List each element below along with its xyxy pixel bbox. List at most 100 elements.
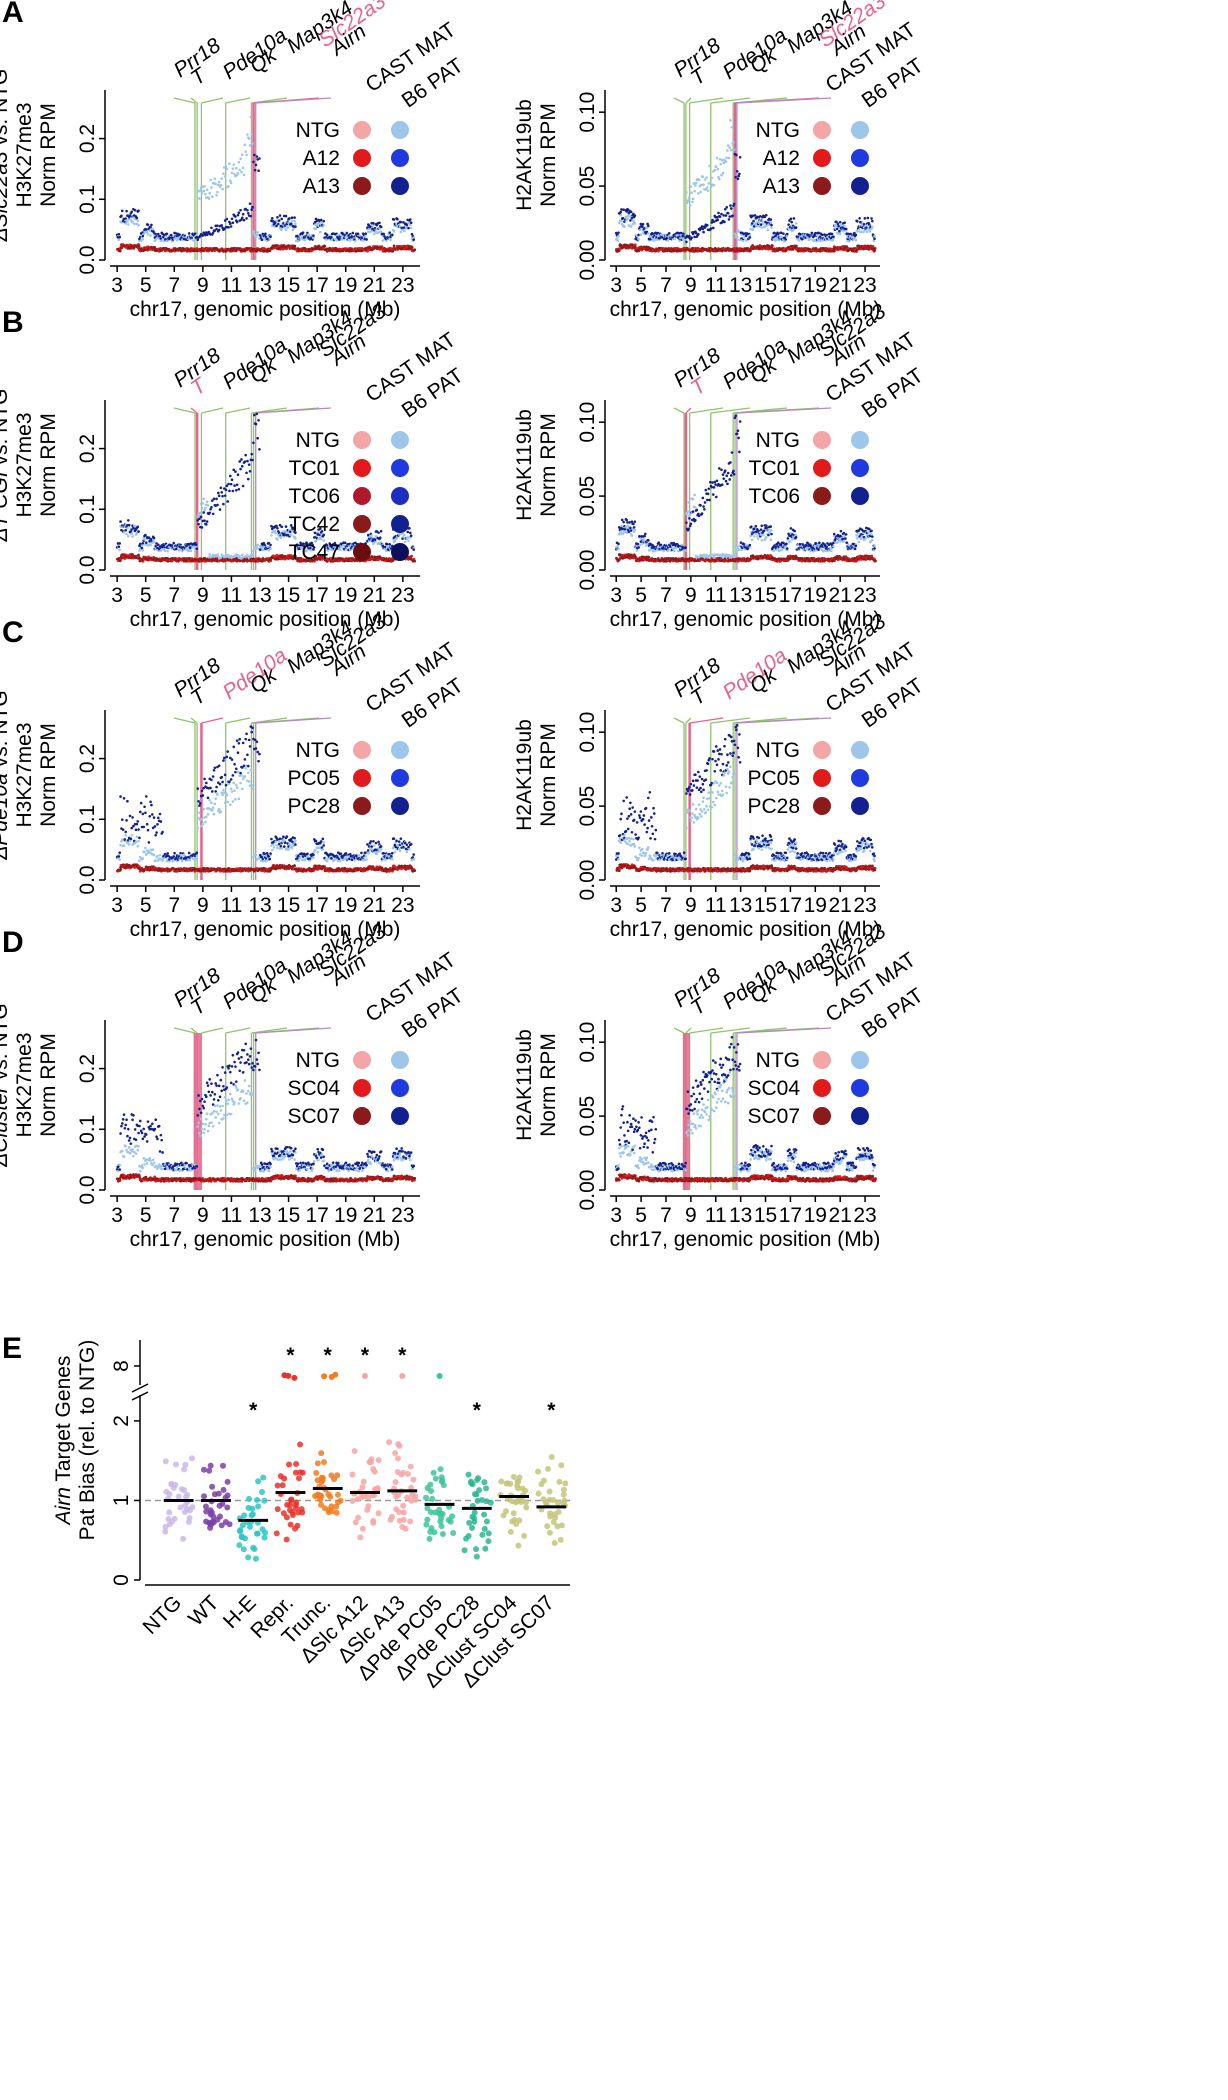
x-tick-label: 3 — [111, 584, 123, 607]
pat-point — [218, 508, 222, 511]
pat-point — [345, 231, 349, 235]
pat-point — [290, 216, 294, 220]
pat-point — [616, 544, 620, 548]
pat-point — [729, 118, 732, 122]
pat-point — [766, 228, 770, 232]
pat-point — [292, 227, 296, 230]
pat-point — [769, 221, 773, 224]
legend-sample: TC42 — [289, 513, 340, 536]
pat-point — [203, 519, 206, 522]
pat-point — [294, 537, 297, 540]
gene-connector — [173, 97, 196, 104]
pat-point — [619, 210, 623, 214]
pat-point — [407, 226, 410, 230]
pat-point — [249, 214, 253, 218]
pat-point — [691, 197, 695, 201]
pat-point — [689, 185, 693, 188]
x-tick-label: 5 — [635, 584, 647, 607]
pat-point — [702, 230, 705, 234]
legend-mat-dot — [353, 149, 371, 167]
pat-point — [195, 547, 199, 551]
mat-point — [323, 244, 326, 248]
pat-point — [727, 156, 731, 160]
pat-point — [312, 234, 315, 237]
pat-point — [117, 238, 121, 242]
pat-point — [870, 219, 874, 223]
pat-point — [717, 467, 721, 470]
pat-point — [838, 229, 841, 233]
pat-point — [150, 223, 153, 227]
pat-point — [225, 167, 229, 171]
legend-pat-dot — [851, 177, 869, 195]
pat-point — [637, 546, 640, 549]
pat-point — [241, 484, 245, 488]
pat-point — [217, 494, 221, 498]
pat-point — [119, 520, 122, 523]
pat-point — [236, 171, 240, 175]
pat-point — [228, 179, 232, 183]
pat-point — [817, 231, 820, 235]
pat-point — [847, 232, 850, 236]
pat-point — [125, 209, 128, 213]
pat-point — [729, 207, 733, 210]
pat-point — [370, 534, 374, 537]
x-tick-label: 5 — [140, 274, 152, 297]
pat-point — [710, 221, 714, 224]
pat-point — [351, 231, 355, 235]
pat-point — [241, 166, 245, 170]
pat-point — [280, 217, 284, 221]
x-tick-label: 15 — [277, 584, 300, 607]
pat-point — [644, 544, 648, 547]
pat-point — [688, 234, 691, 238]
legend-pat-dot — [391, 149, 409, 167]
pat-point — [271, 220, 275, 223]
pat-point — [837, 224, 840, 228]
pat-point — [118, 548, 122, 552]
pat-point — [615, 237, 619, 240]
pat-point — [617, 234, 620, 238]
pat-point — [707, 487, 711, 491]
mat-point — [120, 246, 124, 250]
y-tick-label: 0.0 — [76, 245, 99, 274]
pat-point — [734, 175, 737, 179]
pat-point — [629, 225, 633, 228]
pat-point — [854, 238, 858, 242]
pat-point — [269, 543, 272, 547]
pat-point — [392, 218, 396, 221]
pat-point — [141, 238, 145, 241]
x-tick-label: 3 — [610, 274, 622, 297]
legend-pat-dot — [391, 177, 409, 195]
pat-point — [236, 213, 240, 217]
pat-point — [710, 176, 714, 180]
pat-point — [402, 533, 406, 537]
pat-point — [165, 232, 169, 236]
mat-point — [617, 249, 621, 253]
pat-point — [230, 217, 234, 221]
pat-point — [205, 188, 209, 192]
pat-point — [407, 539, 410, 543]
gene-connector — [255, 97, 332, 104]
pat-point — [228, 474, 232, 478]
pat-point — [276, 538, 279, 541]
pat-point — [690, 236, 693, 239]
legend-sample: TC47 — [289, 541, 340, 564]
pat-point — [408, 526, 411, 530]
pat-point — [172, 541, 176, 545]
pat-point — [166, 549, 170, 553]
pat-point — [245, 153, 248, 157]
gene-connector — [190, 97, 198, 104]
pat-point — [865, 230, 869, 234]
pat-point — [701, 175, 705, 179]
pat-point — [228, 162, 231, 166]
pat-point — [216, 503, 219, 507]
pat-point — [732, 140, 735, 144]
pat-point — [759, 214, 762, 218]
pat-point — [727, 218, 731, 221]
pat-point — [779, 231, 783, 235]
pat-point — [204, 506, 207, 510]
gene-connector — [685, 407, 692, 414]
pat-point — [213, 229, 217, 232]
pat-point — [247, 463, 251, 466]
pat-point — [627, 530, 631, 534]
pat-point — [412, 238, 416, 241]
